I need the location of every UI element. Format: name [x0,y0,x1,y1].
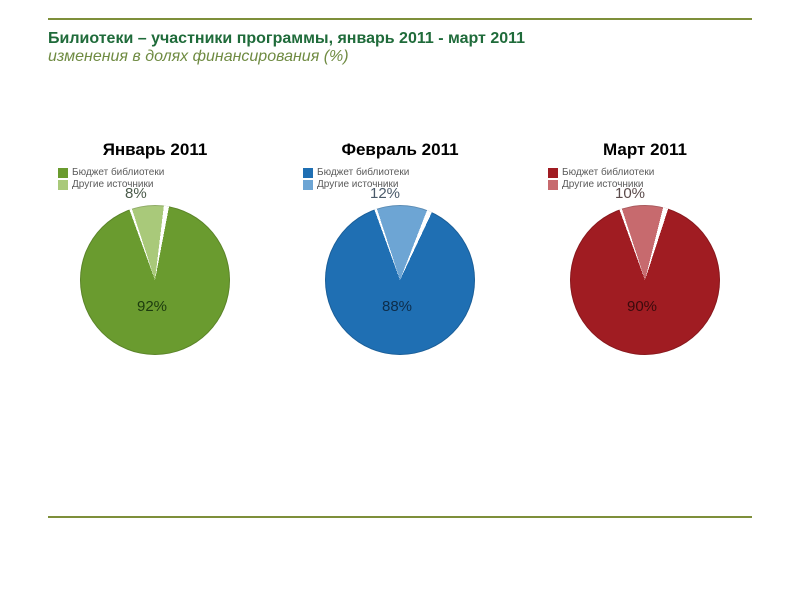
slice-label-minor: 8% [125,185,147,202]
title-line1: Билиотеки – участники программы, январь … [48,30,752,48]
pie-chart [570,205,720,355]
slice-label-major: 92% [137,298,167,315]
legend-item: Бюджет библиотеки [58,167,164,178]
legend-swatch [303,168,313,178]
chart-title: Январь 2011 [103,140,208,160]
legend-item: Бюджет библиотеки [303,167,409,178]
slice-label-minor: 10% [615,185,645,202]
slice-label-major: 88% [382,298,412,315]
pie-wrap: 88%12% [325,205,475,355]
slice-label-minor: 12% [370,185,400,202]
chart-column: Январь 2011 Бюджет библиотекиДругие источ… [40,140,270,355]
chart-column: Март 2011Бюджет библиотекиДругие источни… [530,140,760,355]
legend-label: Бюджет библиотеки [562,167,654,178]
legend-swatch [58,168,68,178]
legend-item: Другие источники [58,179,164,190]
pie-chart [325,205,475,355]
chart-title: Март 2011 [603,140,687,160]
charts-row: Январь 2011Бюджет библиотекиДругие источ… [40,140,760,355]
legend-item: Бюджет библиотеки [548,167,654,178]
title-line2: изменения в долях финансирования (%) [48,48,752,66]
legend-label: Бюджет библиотеки [72,167,164,178]
top-divider [48,18,752,20]
legend-swatch [303,180,313,190]
slide-header: Билиотеки – участники программы, январь … [48,30,752,66]
chart-column: Февраль 2011Бюджет библиотекиДругие исто… [285,140,515,355]
slice-label-major: 90% [627,298,657,315]
pie-wrap: 90%10% [570,205,720,355]
chart-title: Февраль 2011 [341,140,458,160]
legend-label: Бюджет библиотеки [317,167,409,178]
chart-legend: Бюджет библиотекиДругие источники [58,166,164,191]
legend-swatch [548,180,558,190]
slide: Билиотеки – участники программы, январь … [0,0,800,600]
bottom-divider [48,516,752,518]
pie-chart [80,205,230,355]
legend-swatch [548,168,558,178]
pie-wrap: 92%8% [80,205,230,355]
legend-swatch [58,180,68,190]
